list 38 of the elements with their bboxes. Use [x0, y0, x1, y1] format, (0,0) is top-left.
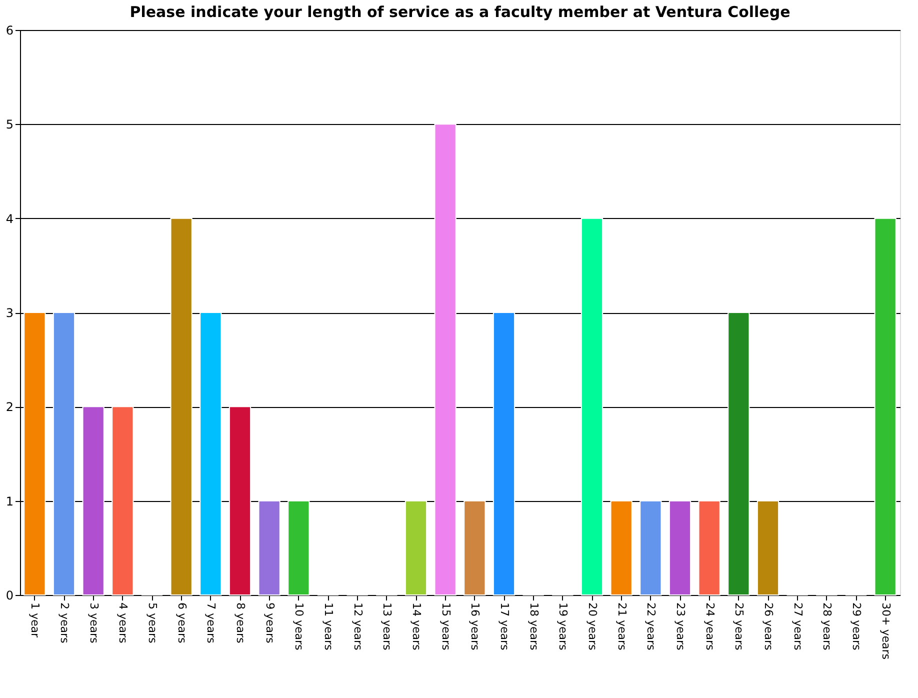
- x-tick-label: 2 years: [58, 602, 71, 644]
- x-tick-label: 30+ years: [879, 602, 892, 660]
- x-tick-label: 6 years: [175, 602, 188, 644]
- y-tick-label: 1: [6, 494, 14, 508]
- x-tick-label: 11 years: [322, 602, 335, 651]
- y-tick-label: 3: [6, 306, 14, 320]
- x-tick-label: 23 years: [674, 602, 687, 651]
- x-tick-label: 21 years: [615, 602, 628, 651]
- x-tick-label: 16 years: [468, 602, 482, 651]
- y-tick-label: 2: [6, 400, 14, 414]
- x-tick-label: 5 years: [146, 602, 159, 644]
- x-tick-label: 4 years: [116, 602, 130, 644]
- x-tick-label: 3 years: [87, 602, 100, 644]
- x-tick-label: 7 years: [204, 602, 218, 644]
- x-tick-label: 18 years: [527, 602, 540, 651]
- y-tick-label: 4: [6, 212, 14, 226]
- x-tick-label: 13 years: [380, 602, 394, 651]
- x-tick-label: 20 years: [586, 602, 599, 651]
- x-tick-label: 26 years: [762, 602, 775, 651]
- y-tick-label: 6: [6, 24, 14, 38]
- x-tick-label: 14 years: [410, 602, 423, 651]
- x-tick-label: 1 year: [28, 602, 42, 638]
- x-tick-label: 19 years: [556, 602, 570, 651]
- x-tick-label: 15 years: [439, 602, 452, 651]
- x-tick-label: 24 years: [703, 602, 716, 651]
- x-tick-label: 28 years: [820, 602, 834, 651]
- x-tick-label: 17 years: [498, 602, 511, 651]
- x-tick-label: 25 years: [732, 602, 746, 651]
- chart-title: Please indicate your length of service as a faculty member at Ventura College: [130, 3, 790, 21]
- x-tick-label: 27 years: [791, 602, 804, 651]
- y-tick-label: 0: [6, 588, 14, 602]
- x-tick-label: 8 years: [234, 602, 247, 644]
- x-tick-label: 10 years: [292, 602, 306, 651]
- x-tick-label: 9 years: [263, 602, 276, 644]
- x-tick-label: 12 years: [351, 602, 364, 651]
- x-tick-label: 22 years: [644, 602, 658, 651]
- y-tick-label: 5: [6, 118, 14, 132]
- x-tick-label: 29 years: [850, 602, 863, 651]
